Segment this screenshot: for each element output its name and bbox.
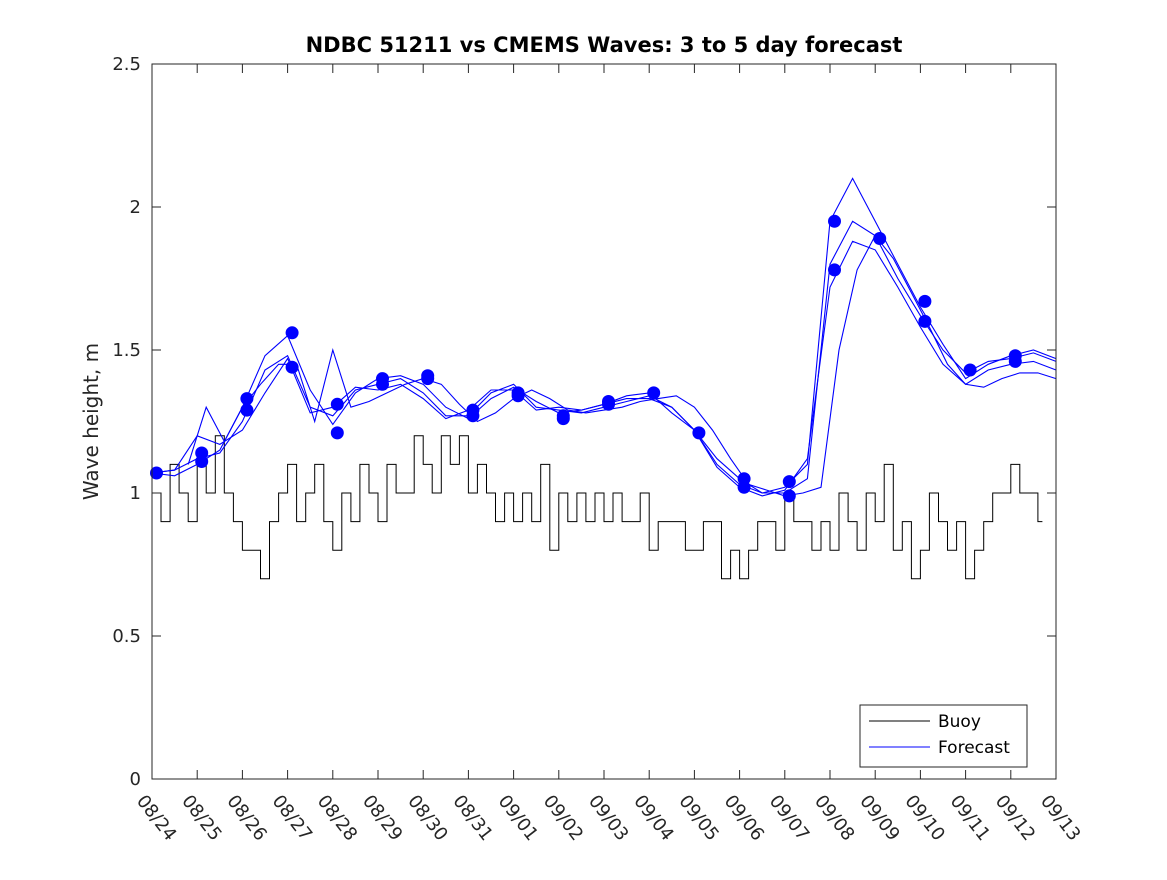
legend: Buoy Forecast: [859, 704, 1028, 768]
plot-area: [152, 64, 1056, 779]
forecast-marker: [511, 389, 525, 403]
forecast-marker: [828, 214, 841, 228]
forecast-marker: [782, 475, 796, 489]
forecast-marker: [150, 466, 163, 480]
y-tick-label: 2.5: [112, 54, 141, 75]
chart-title: NDBC 51211 vs CMEMS Waves: 3 to 5 day fo…: [306, 33, 903, 57]
legend-label-buoy: Buoy: [938, 712, 981, 732]
forecast-marker: [737, 480, 751, 494]
forecast-marker: [240, 403, 254, 417]
forecast-marker: [602, 397, 615, 411]
forecast-marker: [918, 294, 932, 308]
legend-label-forecast: Forecast: [938, 738, 1010, 758]
y-tick-label: 2: [130, 197, 141, 218]
forecast-marker: [782, 489, 796, 503]
forecast-marker: [873, 232, 887, 245]
legend-box: [859, 704, 1028, 768]
y-tick-label: 1: [130, 483, 141, 504]
forecast-marker: [421, 372, 435, 386]
forecast-marker: [828, 263, 841, 277]
marker-layer: [150, 214, 1022, 503]
forecast-marker: [285, 326, 299, 340]
forecast-marker: [330, 397, 344, 411]
forecast-marker: [918, 314, 932, 328]
forecast-marker: [1008, 354, 1022, 368]
forecast-marker: [963, 363, 977, 377]
forecast-marker: [647, 386, 661, 400]
forecast-marker: [330, 426, 344, 440]
y-tick-label: 0: [130, 769, 141, 790]
forecast-series-line-4: [187, 234, 1057, 497]
y-tick-label: 0.5: [112, 626, 141, 647]
forecast-marker: [692, 426, 706, 440]
forecast-marker: [376, 377, 389, 391]
y-axis: 0 0.5 1 1.5 2 2.5: [112, 54, 1056, 790]
forecast-marker: [466, 409, 480, 423]
y-axis-label: Wave height, m: [79, 343, 103, 500]
forecast-marker: [240, 392, 254, 406]
forecast-marker: [195, 455, 209, 468]
forecast-marker: [285, 360, 299, 374]
forecast-marker: [556, 412, 570, 426]
buoy-series-line: [152, 435, 1043, 580]
y-tick-label: 1.5: [112, 340, 141, 361]
